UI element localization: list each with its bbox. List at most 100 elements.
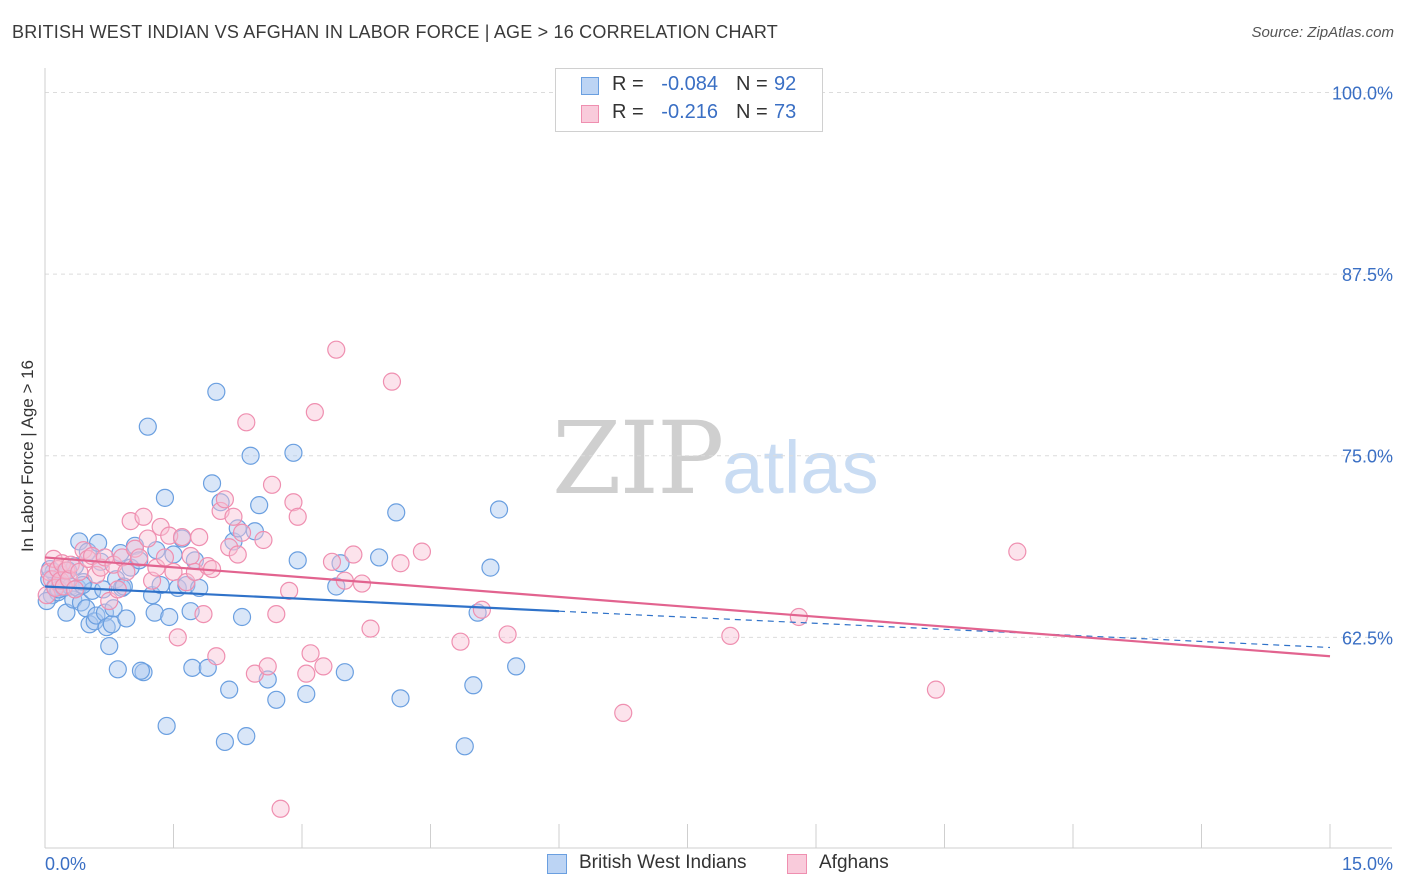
british-west-indians-point <box>297 684 316 704</box>
afghans-point <box>301 644 320 663</box>
afghans-point <box>194 604 213 624</box>
british-west-indians-point <box>215 732 234 752</box>
afghans-point <box>254 530 273 550</box>
n-label: N = <box>736 73 768 95</box>
afghans-point <box>258 657 277 676</box>
british-west-indians-point <box>232 607 252 627</box>
british-west-indians-point <box>481 558 500 577</box>
british-west-indians-point <box>237 727 256 746</box>
british-west-indians-point <box>202 474 222 493</box>
afghans-point <box>207 647 226 666</box>
trend-lines <box>44 556 1331 658</box>
british-west-indians-point <box>145 603 164 622</box>
afghans-point <box>280 581 299 600</box>
legend-label: Afghans <box>819 852 889 873</box>
british-west-indians-point <box>155 488 175 507</box>
afghans-point <box>288 507 307 526</box>
british-west-indians-point <box>131 661 151 680</box>
british-west-indians-point <box>387 503 406 522</box>
afghans-point <box>344 545 363 564</box>
r-label: R = <box>612 73 644 95</box>
british-west-indians-swatch <box>581 77 599 95</box>
afghans-point <box>65 580 85 599</box>
y-tick-label: 75.0% <box>1342 447 1393 467</box>
afghans-point <box>327 340 346 359</box>
british-west-indians-point <box>37 591 56 611</box>
legend-swatch-british-west-indians <box>547 854 567 874</box>
british-west-indians-point <box>335 663 354 682</box>
stats-row-british-west-indians: R = -0.084 N = 92 <box>556 73 822 101</box>
afghans-point <box>224 507 243 526</box>
afghans-point <box>305 403 324 422</box>
afghans-point <box>361 619 380 638</box>
afghans-point <box>117 562 136 582</box>
british-west-indians-point <box>507 657 526 676</box>
afghans-point <box>322 552 342 571</box>
afghans-point <box>284 493 303 512</box>
afghans-point <box>228 545 247 564</box>
british-west-indians-point <box>95 603 115 622</box>
afghans-point <box>297 664 316 683</box>
data-points <box>37 340 1027 818</box>
afghans-point <box>926 680 946 699</box>
british-west-indians-point <box>241 446 260 465</box>
british-west-indians-point <box>138 417 157 436</box>
x-tick-label-max: 15.0% <box>1342 854 1393 874</box>
stats-row-afghans: R = -0.216 N = 73 <box>556 101 822 129</box>
tick-labels: 62.5% 75.0% 87.5% 100.0% 0.0% 15.0% <box>45 84 1393 874</box>
british-west-indians-point <box>160 607 179 627</box>
chart-title: BRITISH WEST INDIAN VS AFGHAN IN LABOR F… <box>12 22 778 42</box>
r-value: -0.084 <box>661 73 718 95</box>
r-label: R = <box>612 101 644 123</box>
british-west-indians-point <box>489 500 509 519</box>
gridlines <box>45 92 1392 638</box>
afghans-point <box>451 632 470 651</box>
afghans-point <box>382 372 402 391</box>
afghans-point <box>267 604 286 624</box>
british-west-indians-trend-line <box>44 585 560 613</box>
afghans-point <box>130 548 149 567</box>
british-west-indians-trend-extension <box>558 610 1331 649</box>
british-west-indians-point <box>183 658 202 677</box>
r-value: -0.216 <box>661 101 718 123</box>
british-west-indians-point <box>464 676 483 695</box>
british-west-indians-point <box>220 680 239 699</box>
afghans-point <box>181 546 200 566</box>
british-west-indians-point <box>117 609 136 628</box>
afghans-point <box>190 527 209 547</box>
british-west-indians-point <box>108 660 127 679</box>
british-west-indians-point <box>267 690 286 709</box>
afghans-point <box>172 527 192 547</box>
british-west-indians-point <box>370 548 389 567</box>
afghans-point <box>232 523 252 542</box>
british-west-indians-point <box>151 575 170 595</box>
british-west-indians-point <box>455 737 474 756</box>
british-west-indians-point <box>157 716 176 736</box>
afghans-point <box>262 475 282 494</box>
afghans-point <box>391 554 410 573</box>
afghans-swatch <box>581 105 599 123</box>
british-west-indians-point <box>207 382 226 401</box>
afghans-point <box>271 799 290 818</box>
afghans-point <box>134 507 153 526</box>
afghans-point <box>352 574 372 593</box>
british-west-indians-point <box>284 443 303 462</box>
afghans-point <box>168 628 187 647</box>
afghans-point <box>215 490 234 509</box>
y-tick-label: 87.5% <box>1342 265 1393 285</box>
n-label: N = <box>736 101 768 123</box>
legend: British West Indians Afghans <box>0 852 1406 878</box>
british-west-indians-point <box>288 551 307 570</box>
legend-label: British West Indians <box>579 852 747 873</box>
x-tick-label-min: 0.0% <box>45 854 86 874</box>
british-west-indians-point <box>97 618 116 637</box>
afghans-point <box>237 413 256 432</box>
y-tick-label: 100.0% <box>1332 84 1393 104</box>
legend-swatch-afghans <box>787 854 807 874</box>
afghans-point <box>412 542 432 561</box>
afghans-point <box>472 600 491 619</box>
afghans-point <box>314 657 333 676</box>
british-west-indians-point <box>250 496 269 515</box>
afghans-point <box>125 539 145 558</box>
